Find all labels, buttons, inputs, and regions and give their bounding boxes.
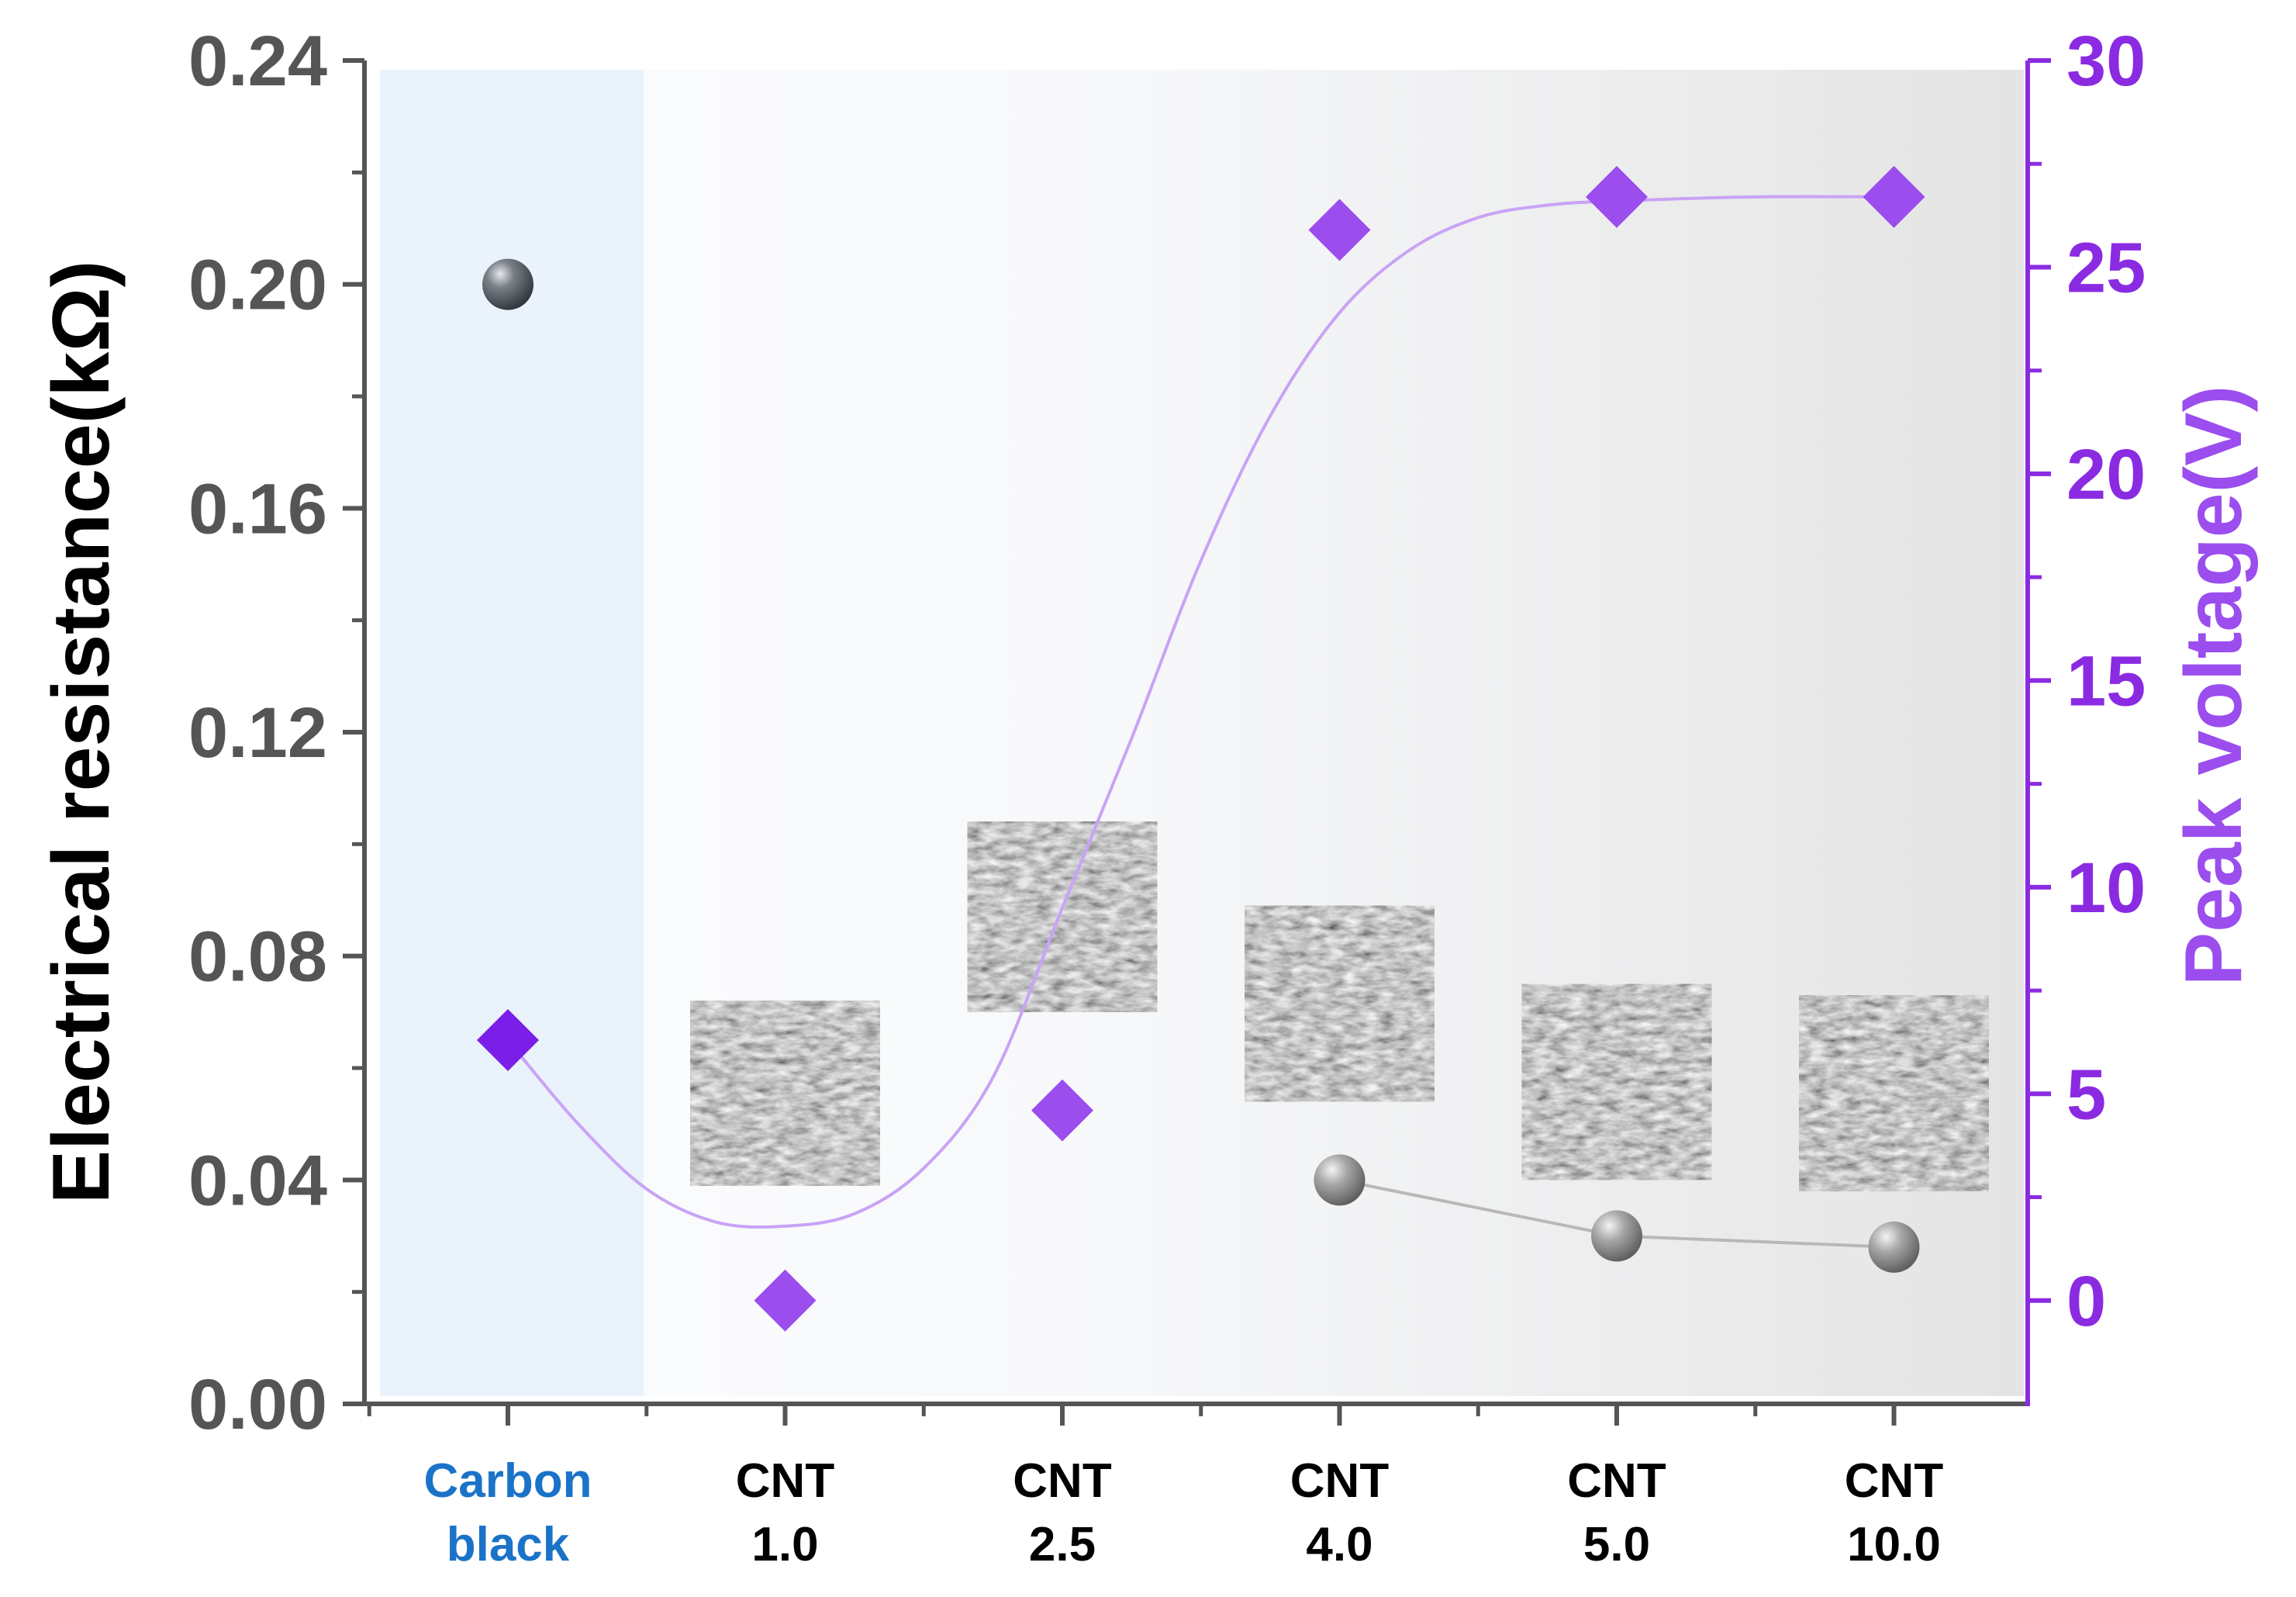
sem-inset-texture (967, 821, 1158, 1012)
right-axis-title: Peak voltage(V) (2169, 385, 2259, 987)
right-axis-ticks: 0 5 10 15 20 25 30 (2028, 22, 2146, 1341)
resistance-sphere (1591, 1210, 1642, 1262)
bottom-axis-ticks: Carbon black CNT 1.0 CNT 2.5 CNT 4.0 CNT 5.0 CNT 10… (367, 1404, 1944, 1571)
sem-inset-texture (1245, 905, 1435, 1102)
left-axis-title: Electrical resistance(kΩ) (36, 261, 126, 1204)
left-tick-label: 0.04 (188, 1141, 327, 1220)
right-tick-label: 30 (2066, 22, 2146, 101)
sem-inset-texture (1799, 995, 1989, 1191)
resistance-sphere (1314, 1154, 1366, 1206)
right-tick-label: 10 (2066, 849, 2146, 928)
peak-voltage-diamond (1863, 165, 1925, 228)
category-label-line2: 1.0 (751, 1518, 818, 1571)
left-tick-label: 0.20 (188, 246, 327, 325)
right-tick-label: 5 (2066, 1055, 2106, 1134)
left-tick-label: 0.24 (188, 22, 327, 101)
category-label-line1: CNT (1013, 1454, 1112, 1508)
left-tick-label: 0.16 (188, 469, 327, 548)
sem-inset (1799, 995, 1989, 1191)
category-label-line2: 2.5 (1029, 1518, 1096, 1571)
sem-inset (1245, 905, 1435, 1102)
category-label-line2: black (447, 1518, 570, 1571)
sem-inset-texture (1521, 983, 1712, 1180)
trend-curves (506, 195, 1894, 1249)
resistance-sphere (482, 258, 533, 310)
left-tick-label: 0.08 (188, 918, 327, 997)
plot-background (380, 70, 2024, 1396)
category-label-line1: CNT (1845, 1454, 1944, 1508)
sem-insets (690, 821, 1989, 1191)
data-markers (477, 165, 1925, 1332)
category-label-line1: CNT (736, 1454, 835, 1508)
resistance-connector-line (1339, 1178, 1618, 1238)
peak-voltage-diamond (477, 1009, 539, 1072)
sem-inset (967, 821, 1158, 1012)
resistance-connector-line (1616, 1234, 1894, 1249)
sem-inset (1521, 983, 1712, 1180)
plot-gradient-background (380, 70, 2024, 1396)
right-tick-label: 25 (2066, 228, 2146, 307)
category-label-line2: 5.0 (1583, 1518, 1650, 1571)
left-axis-ticks: 0.00 0.04 0.08 0.12 0.16 0.20 0.24 (188, 22, 364, 1444)
category-label-line2: 10.0 (1847, 1518, 1941, 1571)
peak-voltage-diamond (1586, 165, 1648, 228)
peak-voltage-diamond (1308, 199, 1371, 261)
right-tick-label: 0 (2066, 1262, 2106, 1341)
right-tick-label: 15 (2066, 641, 2146, 721)
left-tick-label: 0.00 (188, 1365, 327, 1444)
sem-inset (690, 1001, 880, 1186)
category-label-line2: 4.0 (1306, 1518, 1372, 1571)
category-label-line1: CNT (1567, 1454, 1666, 1508)
peak-voltage-trend-curve (506, 195, 1894, 1229)
left-tick-label: 0.12 (188, 693, 327, 773)
peak-voltage-diamond (754, 1269, 817, 1332)
category-label-line1: CNT (1290, 1454, 1390, 1508)
category-label-line1: Carbon (424, 1454, 592, 1508)
resistance-sphere (1868, 1221, 1920, 1273)
peak-voltage-diamond (1031, 1079, 1093, 1142)
sem-inset-texture (690, 1001, 880, 1186)
right-tick-label: 20 (2066, 435, 2146, 514)
